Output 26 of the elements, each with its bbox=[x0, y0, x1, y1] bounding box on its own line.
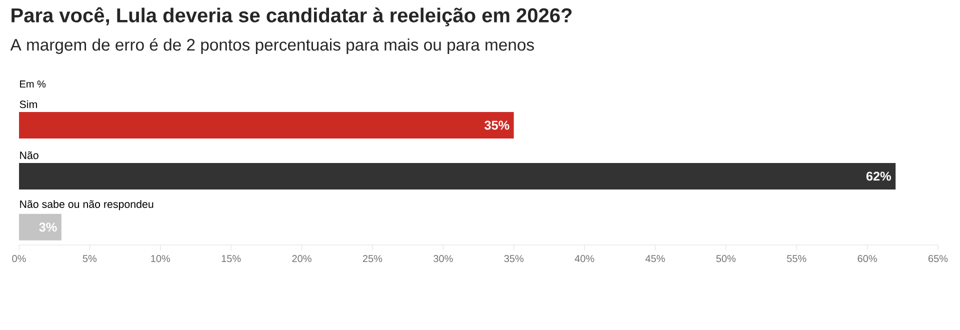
x-tick-label: 5% bbox=[82, 255, 97, 262]
bar bbox=[19, 112, 514, 138]
y-tick-label: Não bbox=[20, 151, 38, 160]
x-tick-label: 30% bbox=[434, 255, 453, 262]
x-tick-label: 65% bbox=[928, 255, 948, 262]
y-tick-label: Não sabe ou não respondeu bbox=[20, 200, 154, 210]
data-label: 3% bbox=[39, 222, 57, 232]
annotation: Em % bbox=[20, 80, 46, 88]
x-tick-label: 60% bbox=[858, 255, 877, 262]
data-label: 35% bbox=[484, 120, 510, 130]
bar bbox=[19, 162, 896, 190]
bar bbox=[19, 214, 62, 240]
x-tick-label: 10% bbox=[151, 255, 170, 262]
chart-title: Para você, Lula deveria se candidatar à reeleição em 2026? bbox=[12, 7, 572, 26]
chart-subtitle: A margem de erro é de 2 pontos percentuais para mais ou para menos bbox=[10, 38, 534, 54]
x-tick-label: 40% bbox=[574, 255, 594, 262]
data-label: 62% bbox=[866, 172, 891, 181]
x-tick-label: 0% bbox=[12, 255, 26, 262]
y-tick-label: Sim bbox=[20, 100, 37, 108]
x-tick-label: 55% bbox=[787, 255, 806, 262]
x-tick-label: 15% bbox=[222, 255, 241, 262]
x-tick-label: 50% bbox=[716, 255, 736, 262]
x-tick-label: 45% bbox=[645, 255, 665, 262]
x-tick-label: 20% bbox=[292, 255, 312, 262]
x-tick-label: 35% bbox=[504, 255, 524, 262]
x-tick-label: 25% bbox=[362, 255, 382, 262]
